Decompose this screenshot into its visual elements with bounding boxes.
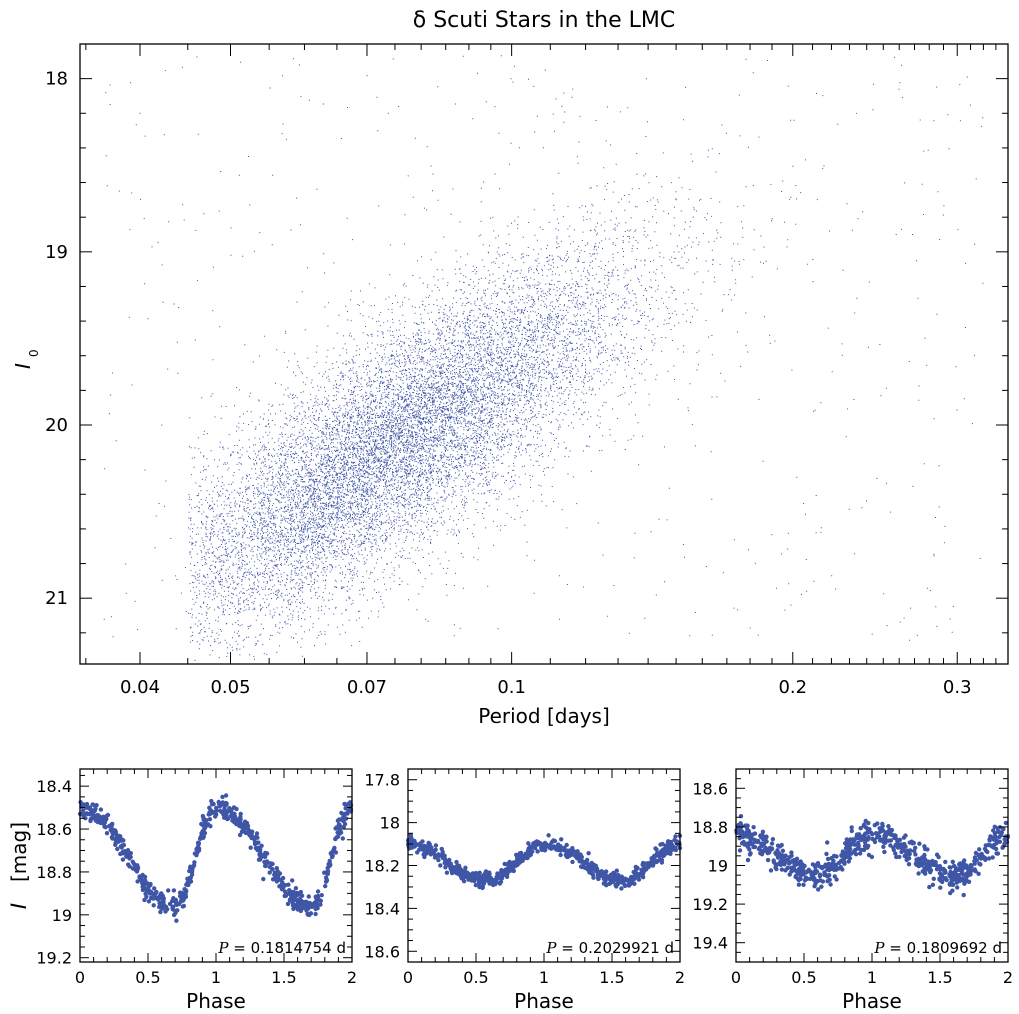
lc-y-axis-label-main: I <box>7 903 31 909</box>
main-y-tick-label: 18 <box>45 69 68 90</box>
main-plot-frame <box>79 43 1009 665</box>
main-y-axis-label-subscript: 0 <box>27 349 41 357</box>
lc-x-tick-label: 0 <box>731 968 741 987</box>
main-y-tick-label: 19 <box>45 242 68 263</box>
lc-y-tick-label: 18.6 <box>364 942 400 961</box>
lc-x-tick-label: 0.5 <box>135 968 160 987</box>
main-x-tick-label: 0.07 <box>347 677 387 698</box>
lc-x-tick-label: 2 <box>675 968 685 987</box>
lc-x-tick-label: 1 <box>867 968 877 987</box>
main-x-axis-label: Period [days] <box>478 704 610 728</box>
light-curve-points <box>77 793 354 923</box>
lc-x-tick-label: 0 <box>75 968 85 987</box>
lc-x-tick-label: 1 <box>539 968 549 987</box>
period-symbol: P <box>873 939 885 957</box>
main-x-tick-label: 0.1 <box>497 677 526 698</box>
main-x-tick-label: 0.05 <box>210 677 250 698</box>
period-annotation: P = 0.2029921 d <box>545 939 674 957</box>
lc-x-tick-label: 2 <box>1003 968 1013 987</box>
period-value: = 0.1814754 d <box>228 939 346 957</box>
lc1-x-axis-label: Phase <box>186 989 246 1013</box>
chart-title: δ Scuti Stars in the LMC <box>413 8 676 33</box>
main-y-axis-label: I 0 <box>11 349 41 369</box>
light-curve-panel-1: 0 0.5 1 1.5 2 18.4 18.6 18.8 19 19.2 P = 0.1814754… <box>36 768 357 987</box>
lc-y-tick-label: 18.8 <box>36 863 72 882</box>
light-curve-points <box>734 814 1011 898</box>
lc-x-tick-label: 0.5 <box>463 968 488 987</box>
main-x-tick-label: 0.3 <box>943 677 972 698</box>
lc-x-tick-label: 1.5 <box>927 968 952 987</box>
lc-y-tick-label: 19 <box>52 906 72 925</box>
lc-y-tick-label: 19.2 <box>36 949 72 968</box>
lc-x-tick-label: 1.5 <box>599 968 624 987</box>
main-x-tick-label: 0.04 <box>120 677 160 698</box>
period-value: = 0.2029921 d <box>556 939 674 957</box>
lc-y-tick-label: 19 <box>708 857 728 876</box>
lc-y-tick-label: 18.2 <box>364 857 400 876</box>
lc-y-tick-label: 19.4 <box>692 934 728 953</box>
lc-y-tick-label: 18.4 <box>36 777 72 796</box>
light-curve-frame <box>79 768 353 963</box>
main-y-axis-label-main: I <box>11 363 35 369</box>
lc-x-tick-label: 0 <box>403 968 413 987</box>
light-curve-points <box>406 832 683 891</box>
period-symbol: P <box>217 939 229 957</box>
period-annotation: P = 0.1809692 d <box>873 939 1002 957</box>
lc-y-tick-label: 18.6 <box>692 779 728 798</box>
main-y-tick-label: 20 <box>45 415 68 436</box>
lc-x-tick-label: 2 <box>347 968 357 987</box>
light-curve-panel-3: 0 0.5 1 1.5 2 18.6 18.8 19 19.2 19.4 P = 0.1809692… <box>692 768 1013 987</box>
main-scatter-points <box>103 55 984 661</box>
lc-y-tick-label: 18.4 <box>364 899 400 918</box>
lc2-x-axis-label: Phase <box>514 989 574 1013</box>
lc-y-tick-label: 18 <box>380 814 400 833</box>
lc-y-tick-label: 18.8 <box>692 818 728 837</box>
lc-y-axis-label-unit: [mag] <box>7 822 31 882</box>
lc-y-tick-label: 19.2 <box>692 895 728 914</box>
lc-x-tick-label: 1.5 <box>271 968 296 987</box>
lc-y-axis-label: I [mag] <box>7 822 31 909</box>
main-scatter-panel: 0.04 0.05 0.07 0.1 0.2 0.3 18 19 20 21 <box>45 43 1009 698</box>
period-symbol: P <box>545 939 557 957</box>
lc-x-tick-label: 0.5 <box>791 968 816 987</box>
main-x-tick-label: 0.2 <box>778 677 807 698</box>
lc-y-tick-label: 18.6 <box>36 820 72 839</box>
period-value: = 0.1809692 d <box>884 939 1002 957</box>
period-annotation: P = 0.1814754 d <box>217 939 346 957</box>
main-y-tick-label: 21 <box>45 588 68 609</box>
lc-y-tick-label: 17.8 <box>364 771 400 790</box>
lc-x-tick-label: 1 <box>211 968 221 987</box>
light-curve-panel-2: 0 0.5 1 1.5 2 17.8 18 18.2 18.4 18.6 P = 0.2029921… <box>364 768 685 987</box>
lc3-x-axis-label: Phase <box>842 989 902 1013</box>
